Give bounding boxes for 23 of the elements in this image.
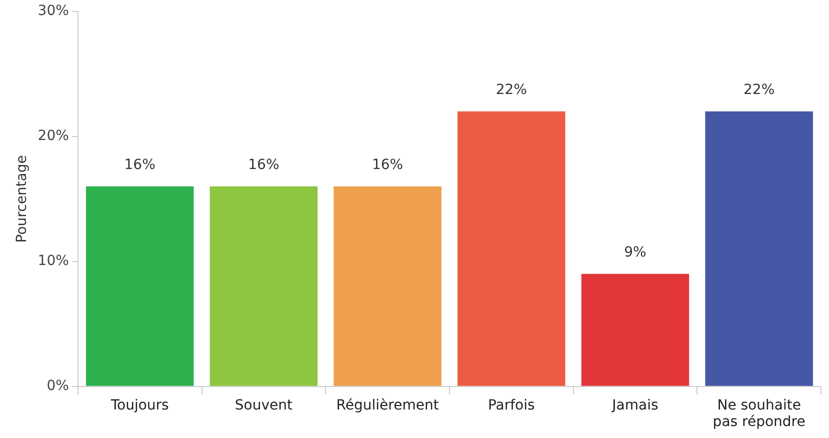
x-tick-label: Ne souhaite pas répondre [712, 397, 806, 430]
bar [581, 274, 690, 386]
data-label: 9% [624, 244, 646, 261]
data-label: 22% [496, 82, 527, 98]
y-tick-label: 30% [38, 3, 69, 20]
x-tick-label: Parfois [488, 397, 535, 414]
data-label: 16% [372, 157, 404, 174]
y-tick-label: 20% [38, 128, 69, 144]
bar [334, 186, 442, 386]
bar [86, 186, 194, 386]
x-tick-label: Régulièrement [336, 397, 440, 414]
bar [458, 111, 566, 386]
bar [705, 111, 813, 386]
y-tick-label: 10% [38, 253, 69, 270]
x-tick-label: Toujours [110, 397, 169, 414]
y-tick-label: 0% [46, 378, 69, 394]
x-tick-label: Souvent [234, 397, 293, 414]
y-axis-title: Pourcentage [14, 155, 30, 243]
data-label: 22% [744, 82, 775, 98]
bar [210, 186, 318, 386]
x-tick-label: Jamais [611, 397, 658, 414]
data-label: 16% [248, 157, 280, 174]
data-label: 16% [124, 157, 156, 174]
